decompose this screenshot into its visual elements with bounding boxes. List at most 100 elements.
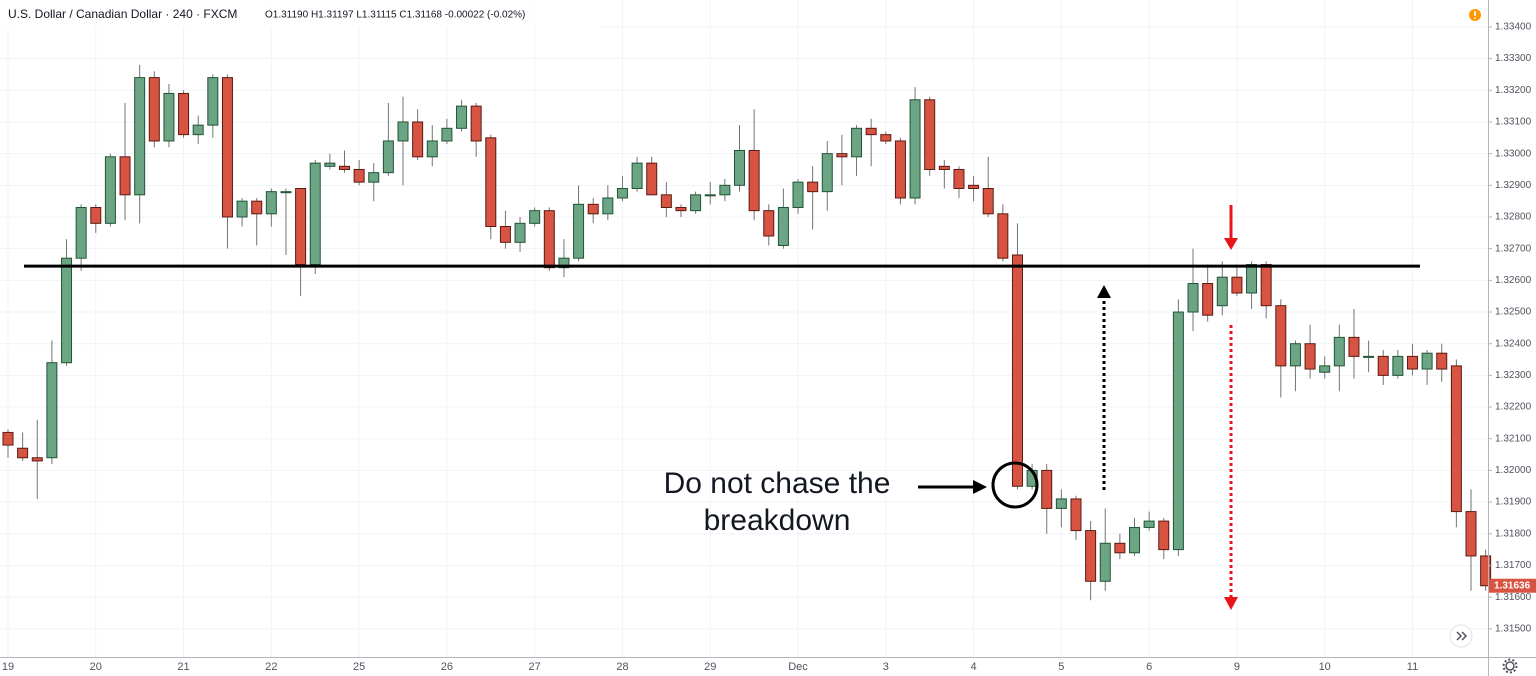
y-tick-label: 1.32900 bbox=[1495, 180, 1532, 191]
candle-body bbox=[309, 162, 321, 266]
candle-body bbox=[1055, 498, 1067, 509]
y-tick-label: 1.33400 bbox=[1495, 22, 1532, 33]
candle-body bbox=[1275, 305, 1287, 367]
x-tick-label: 26 bbox=[441, 661, 453, 673]
candle-body bbox=[821, 153, 833, 193]
candle-body bbox=[75, 206, 87, 259]
candle-body bbox=[558, 257, 570, 269]
candle-body bbox=[763, 210, 775, 237]
x-tick-label: 29 bbox=[704, 661, 716, 673]
candle-body bbox=[616, 187, 628, 199]
x-tick-label: 28 bbox=[616, 661, 628, 673]
gear-ring bbox=[1505, 661, 1515, 671]
candle-body bbox=[148, 77, 160, 142]
candle-body bbox=[426, 140, 438, 158]
gear-teeth bbox=[1502, 658, 1518, 674]
candle-body bbox=[894, 140, 906, 199]
grid bbox=[0, 0, 1488, 657]
alert-icon-bar bbox=[1474, 11, 1476, 16]
candle-body bbox=[909, 99, 921, 199]
candle-body bbox=[865, 127, 877, 136]
candle-body bbox=[470, 105, 482, 142]
candle-body bbox=[1480, 555, 1492, 587]
candle-body bbox=[734, 149, 745, 186]
candle-body bbox=[1158, 520, 1170, 551]
annotation: breakdown bbox=[704, 504, 851, 537]
candle-body bbox=[1085, 530, 1097, 582]
candle-body bbox=[2, 431, 14, 446]
chart-title: U.S. Dollar / Canadian Dollar · 240 · FX… bbox=[8, 7, 237, 21]
candle-body bbox=[1011, 254, 1023, 487]
candle-body bbox=[631, 162, 643, 189]
candle-body bbox=[880, 134, 892, 142]
x-tick-label: 22 bbox=[265, 661, 277, 673]
candle-body bbox=[704, 194, 716, 197]
x-tick-label: 5 bbox=[1058, 661, 1064, 673]
candle-body bbox=[748, 149, 760, 212]
y-tick-label: 1.32000 bbox=[1495, 465, 1532, 476]
candle-body bbox=[792, 181, 804, 208]
candle-body bbox=[236, 200, 248, 218]
candle-body bbox=[514, 222, 526, 243]
candle-body bbox=[1465, 511, 1477, 557]
overlays: Do not chase the breakdown bbox=[664, 205, 1238, 610]
settings-icon[interactable] bbox=[1502, 658, 1518, 674]
candle-body bbox=[251, 200, 263, 215]
candle-body bbox=[104, 156, 116, 224]
y-tick-label: 1.33300 bbox=[1495, 53, 1532, 64]
y-tick-label: 1.31500 bbox=[1495, 623, 1532, 634]
x-tick-label: 9 bbox=[1234, 661, 1240, 673]
x-tick-label: 6 bbox=[1146, 661, 1152, 673]
candle-body bbox=[1070, 498, 1082, 532]
candle-body bbox=[207, 77, 219, 126]
alert-icon-dot bbox=[1474, 17, 1476, 19]
candle-body bbox=[573, 203, 585, 259]
candle-body bbox=[1421, 352, 1433, 370]
candle-body bbox=[134, 77, 146, 196]
candle-body bbox=[46, 362, 58, 459]
candle-body bbox=[997, 213, 1009, 259]
candle-body bbox=[1406, 355, 1418, 370]
y-tick-label: 1.32100 bbox=[1495, 433, 1532, 444]
candle-body bbox=[280, 191, 292, 194]
y-tick-label: 1.32800 bbox=[1495, 212, 1532, 223]
candle-body bbox=[397, 121, 409, 142]
candle-body bbox=[543, 210, 555, 269]
candle-body bbox=[295, 187, 307, 266]
x-tick-label: 3 bbox=[883, 661, 889, 673]
y-tick-label: 1.32700 bbox=[1495, 243, 1532, 254]
y-tick-label: 1.32600 bbox=[1495, 275, 1532, 286]
candle-body bbox=[1289, 343, 1301, 367]
highlight-circle bbox=[991, 461, 1039, 509]
candle-body bbox=[265, 191, 277, 215]
y-tick-label: 1.33000 bbox=[1495, 148, 1532, 159]
candle-body bbox=[456, 105, 468, 129]
candle-body bbox=[31, 457, 43, 462]
candle-body bbox=[851, 127, 863, 158]
candle-body bbox=[61, 257, 73, 364]
candle-body bbox=[441, 127, 453, 142]
candle-body bbox=[807, 181, 819, 193]
candle-body bbox=[163, 92, 175, 142]
candle-body bbox=[1363, 355, 1375, 358]
x-tick-label: 11 bbox=[1407, 661, 1418, 673]
candle-body bbox=[529, 210, 541, 224]
candle-body bbox=[924, 99, 936, 170]
candle-body bbox=[1216, 276, 1228, 307]
candle-body bbox=[1114, 542, 1126, 554]
candle-body bbox=[1187, 283, 1199, 313]
candle-body bbox=[836, 153, 848, 158]
y-tick-label: 1.32300 bbox=[1495, 370, 1532, 381]
x-tick-label: 4 bbox=[971, 661, 977, 673]
y-tick-label: 1.33100 bbox=[1495, 117, 1532, 128]
x-tick-label: 20 bbox=[90, 661, 102, 673]
candle-body bbox=[1392, 355, 1404, 376]
candle-body bbox=[1260, 264, 1272, 307]
candle-body bbox=[777, 206, 789, 247]
y-tick-label: 1.32500 bbox=[1495, 307, 1532, 318]
candle-body bbox=[499, 225, 511, 243]
candle-body bbox=[968, 184, 980, 189]
candles bbox=[2, 64, 1492, 601]
ohlc-legend: O1.31190 H1.31197 L1.31115 C1.31168 -0.0… bbox=[265, 10, 525, 21]
